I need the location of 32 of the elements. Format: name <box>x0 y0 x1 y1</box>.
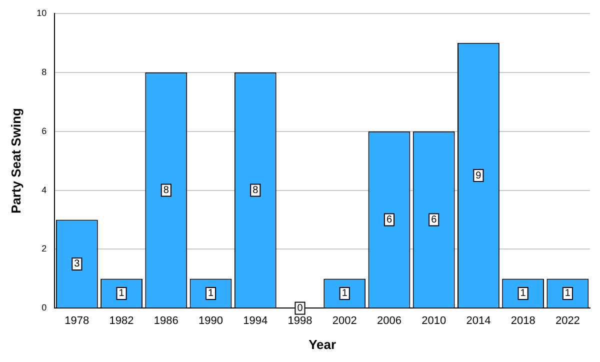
x-tick-label: 2010 <box>422 314 446 327</box>
data-label: 1 <box>520 288 526 300</box>
data-label: 3 <box>74 258 80 270</box>
data-label: 9 <box>476 170 482 182</box>
data-label: 8 <box>252 185 259 196</box>
x-tick-label: 2002 <box>332 314 357 327</box>
x-tick-label: 2018 <box>510 314 536 327</box>
data-label: 6 <box>431 214 438 226</box>
data-label: 1 <box>118 288 125 300</box>
x-tick-label: 1994 <box>243 314 268 327</box>
x-tick-label: 2006 <box>376 314 402 327</box>
data-label: 1 <box>564 288 571 300</box>
y-tick-label: 0 <box>42 302 47 313</box>
y-tick-label: 6 <box>42 126 47 136</box>
x-tick-label: 1978 <box>64 314 90 327</box>
data-label: 8 <box>163 185 170 196</box>
x-tick-label: 1998 <box>288 314 312 327</box>
x-tick-label: 1990 <box>198 314 224 327</box>
data-label: 6 <box>386 214 392 226</box>
data-label: 1 <box>342 288 348 300</box>
x-tick-label: 2022 <box>555 314 580 327</box>
data-label: 1 <box>208 288 214 300</box>
y-tick-label: 8 <box>42 66 47 77</box>
x-tick-label: 1982 <box>109 314 134 327</box>
x-axis-title: Year <box>308 336 336 352</box>
y-axis-title: Party Seat Swing <box>8 108 24 214</box>
x-tick-label: 2014 <box>466 314 491 327</box>
data-label: 0 <box>297 302 304 314</box>
y-tick-label: 2 <box>42 244 47 254</box>
y-tick-label: 4 <box>42 184 47 195</box>
y-tick-label: 10 <box>36 8 47 18</box>
x-tick-label: 1986 <box>154 314 178 327</box>
